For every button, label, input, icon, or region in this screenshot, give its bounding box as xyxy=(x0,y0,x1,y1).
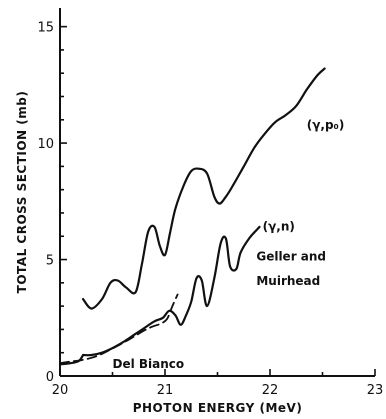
x-axis-title: PHOTON ENERGY (MeV) xyxy=(133,401,303,415)
x-tick-label-20: 20 xyxy=(52,383,69,398)
axes-layer xyxy=(59,8,375,377)
y-tick-label-5: 5 xyxy=(46,254,54,269)
ticks-layer: 20 21 22 23 0 5 10 15 xyxy=(37,21,383,398)
x-tick-label-21: 21 xyxy=(157,383,174,398)
series-line-del-bianco xyxy=(59,293,179,365)
series-line-n xyxy=(82,225,261,357)
annotation-geller-line1: Geller and xyxy=(256,250,326,264)
x-tick-label-23: 23 xyxy=(367,383,384,398)
x-tick-label-22: 22 xyxy=(262,383,279,398)
y-tick-label-15: 15 xyxy=(37,21,54,36)
y-axis-title: TOTAL CROSS SECTION (mb) xyxy=(15,91,29,294)
series-line-baseline xyxy=(58,353,85,366)
annotation-gamma-p0: (γ,p₀) xyxy=(307,118,345,132)
annotation-gamma-n: (γ,n) xyxy=(263,219,295,233)
annotation-del-bianco: Del Bianco xyxy=(113,357,185,371)
series-layer xyxy=(58,67,326,366)
series-line-p xyxy=(82,67,326,310)
y-tick-label-10: 10 xyxy=(37,137,54,152)
y-tick-label-0: 0 xyxy=(46,370,54,385)
annotation-geller-line2: Muirhead xyxy=(256,274,320,288)
